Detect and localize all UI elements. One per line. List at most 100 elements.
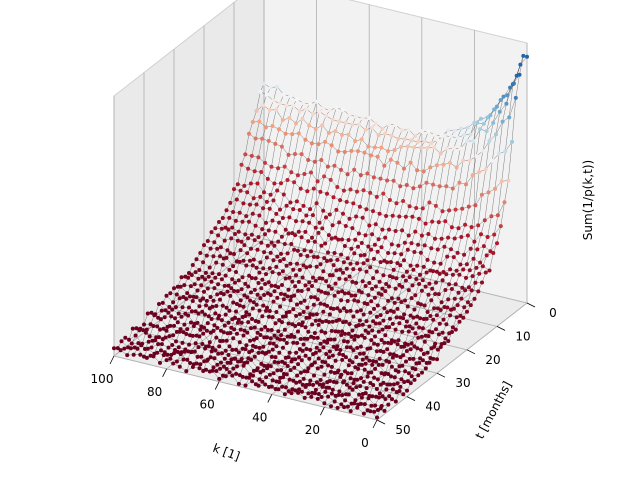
data-point: [278, 304, 283, 309]
data-point: [340, 329, 345, 334]
data-point: [389, 296, 394, 301]
data-point: [387, 274, 392, 279]
data-point: [287, 377, 292, 382]
data-point: [343, 277, 348, 282]
data-point: [406, 371, 411, 376]
grid-line-t: [203, 25, 468, 351]
data-point: [204, 298, 209, 303]
data-point: [344, 266, 349, 271]
data-point: [456, 290, 461, 295]
data-point: [312, 331, 317, 335]
data-point: [282, 371, 286, 376]
data-point: [452, 236, 457, 241]
data-point: [264, 308, 268, 313]
data-point: [207, 306, 212, 311]
data-point: [259, 327, 264, 332]
data-point: [208, 355, 213, 360]
data-point: [223, 225, 228, 230]
data-point: [258, 296, 263, 301]
data-point: [409, 138, 414, 143]
data-point: [347, 358, 352, 363]
data-point: [474, 265, 479, 270]
data-point: [190, 299, 195, 303]
data-point: [357, 392, 362, 397]
data-point: [235, 289, 240, 294]
y-tick-mark: [526, 302, 536, 308]
data-point: [349, 246, 354, 251]
data-point: [369, 153, 374, 158]
data-point: [330, 387, 335, 392]
data-point: [305, 305, 310, 310]
data-point: [182, 322, 187, 327]
data-point: [171, 300, 176, 305]
data-point: [350, 226, 355, 231]
data-point: [446, 235, 451, 240]
data-point: [280, 320, 284, 325]
data-point: [371, 209, 375, 214]
data-point: [381, 318, 386, 323]
data-point: [466, 204, 471, 209]
data-point: [240, 275, 245, 280]
data-point: [330, 223, 335, 228]
data-point: [157, 302, 161, 306]
x-tick-mark: [162, 368, 167, 377]
data-point: [477, 271, 482, 276]
data-point: [279, 251, 283, 256]
data-point: [343, 224, 348, 228]
data-point: [303, 229, 308, 234]
data-point: [363, 361, 368, 366]
data-point: [416, 301, 421, 306]
data-point: [323, 389, 328, 394]
data-point: [174, 339, 178, 344]
data-point: [382, 163, 387, 168]
data-point: [480, 280, 484, 285]
data-point: [152, 351, 157, 356]
data-point: [412, 377, 417, 382]
data-point: [212, 286, 217, 291]
data-point: [307, 356, 312, 361]
data-point: [468, 246, 473, 251]
data-point: [278, 101, 282, 106]
data-point: [297, 355, 301, 360]
data-point: [514, 73, 519, 78]
data-point: [253, 382, 258, 387]
data-point: [410, 366, 415, 371]
data-point: [419, 347, 423, 352]
data-point: [148, 353, 153, 358]
data-point: [335, 344, 340, 349]
data-point: [388, 316, 392, 321]
data-point: [399, 344, 404, 349]
data-point: [290, 322, 295, 327]
data-point: [278, 207, 282, 212]
data-point: [251, 343, 255, 348]
data-point: [294, 97, 299, 102]
data-point: [383, 371, 388, 376]
data-point: [261, 344, 266, 349]
data-point: [480, 148, 485, 153]
data-point: [379, 245, 384, 250]
data-point: [295, 302, 299, 307]
data-point: [382, 340, 387, 345]
data-point: [229, 325, 234, 330]
data-point: [235, 182, 240, 187]
data-point: [167, 334, 172, 339]
data-point: [310, 112, 315, 117]
data-point: [316, 142, 321, 147]
data-point: [225, 360, 230, 365]
data-point: [495, 213, 500, 218]
data-point: [450, 272, 455, 277]
data-point: [349, 293, 354, 298]
data-point: [428, 165, 433, 170]
data-point: [386, 402, 391, 407]
data-point: [368, 265, 373, 270]
data-point: [163, 308, 168, 313]
data-point: [206, 314, 211, 319]
data-point: [415, 263, 420, 268]
data-point: [363, 233, 368, 238]
data-point: [360, 215, 365, 220]
data-point: [296, 279, 301, 284]
y-tick-label: 40: [425, 400, 440, 414]
data-point: [381, 273, 386, 278]
data-point: [345, 404, 350, 409]
data-point: [420, 358, 425, 363]
